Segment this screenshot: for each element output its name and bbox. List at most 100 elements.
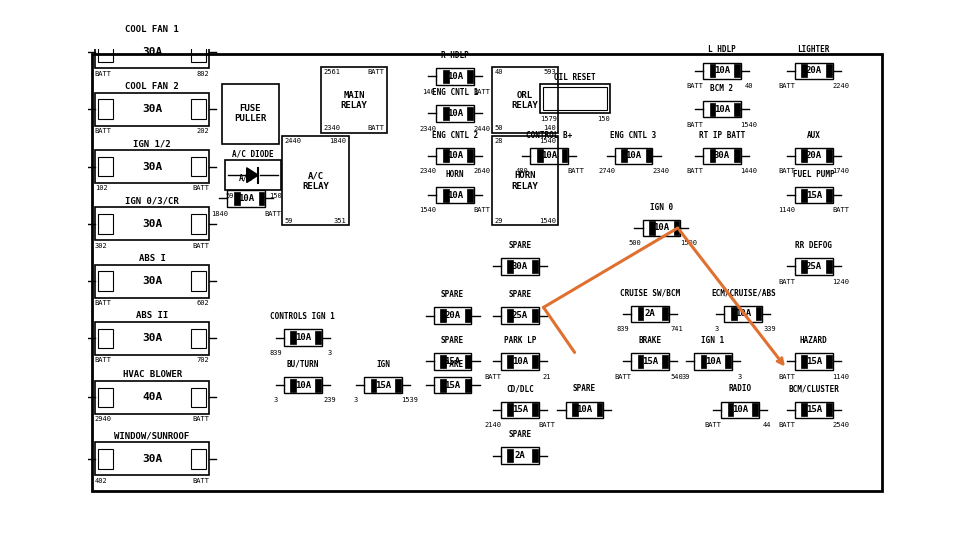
Bar — [443, 150, 448, 163]
Bar — [734, 150, 740, 163]
Text: HAZARD: HAZARD — [800, 336, 828, 345]
Text: BATT: BATT — [778, 83, 795, 89]
Bar — [94, 442, 209, 475]
Text: BCM/CLUSTER: BCM/CLUSTER — [788, 385, 840, 393]
Bar — [443, 107, 448, 120]
Text: CD/DLC: CD/DLC — [506, 385, 534, 393]
Bar — [507, 355, 513, 368]
Text: 40A: 40A — [142, 392, 163, 403]
Text: 500: 500 — [628, 240, 641, 246]
Bar — [731, 307, 736, 320]
Bar — [532, 260, 538, 273]
Text: 702: 702 — [197, 357, 209, 363]
Text: 20A: 20A — [444, 311, 461, 320]
Text: 540: 540 — [670, 374, 684, 380]
Bar — [728, 403, 733, 416]
Bar — [98, 388, 113, 407]
Text: A/C: A/C — [240, 173, 253, 182]
Text: 1540: 1540 — [539, 138, 556, 144]
Text: RR DEFOG: RR DEFOG — [795, 241, 832, 250]
Text: ABS I: ABS I — [138, 254, 166, 263]
Text: RADIO: RADIO — [729, 385, 752, 393]
Text: BATT: BATT — [568, 168, 584, 174]
Text: 10A: 10A — [447, 72, 463, 81]
Bar — [228, 190, 265, 207]
Text: 302: 302 — [94, 243, 107, 249]
Bar — [468, 107, 473, 120]
Bar — [192, 42, 206, 62]
Text: 10A: 10A — [542, 151, 557, 160]
Text: 1540: 1540 — [740, 121, 758, 127]
Bar — [638, 307, 644, 320]
Text: 50: 50 — [495, 125, 503, 131]
Text: 28: 28 — [495, 138, 503, 144]
Bar — [532, 309, 538, 322]
Text: 2540: 2540 — [832, 422, 849, 428]
Text: BATT: BATT — [778, 422, 795, 428]
Bar — [802, 260, 807, 273]
Bar — [98, 214, 113, 234]
Text: A/C DIODE: A/C DIODE — [233, 150, 274, 158]
Text: SPARE: SPARE — [441, 336, 465, 345]
Text: 3: 3 — [274, 398, 278, 404]
Bar — [694, 353, 731, 369]
Bar — [433, 377, 471, 393]
Bar — [507, 309, 513, 322]
Text: BATT: BATT — [193, 243, 209, 249]
Bar — [433, 307, 471, 324]
Bar — [532, 403, 538, 416]
Bar — [597, 403, 603, 416]
Bar — [94, 150, 209, 183]
Bar — [192, 271, 206, 291]
Text: 29: 29 — [495, 218, 503, 224]
Bar — [258, 192, 264, 205]
Bar — [468, 150, 473, 163]
Text: 741: 741 — [670, 326, 684, 332]
Bar — [443, 70, 448, 83]
Bar — [436, 187, 474, 203]
Bar — [566, 401, 603, 418]
Bar — [320, 67, 387, 133]
Bar — [734, 103, 740, 116]
Bar — [98, 271, 113, 291]
Text: 10A: 10A — [447, 109, 463, 118]
Bar — [433, 353, 471, 369]
Bar — [541, 84, 610, 113]
Text: 25A: 25A — [805, 262, 822, 271]
Text: 1540: 1540 — [539, 218, 556, 224]
Text: 150: 150 — [269, 193, 281, 199]
Bar — [222, 84, 279, 144]
Text: 15A: 15A — [375, 381, 392, 390]
Bar — [468, 189, 473, 202]
Bar — [826, 403, 832, 416]
Text: 1440: 1440 — [740, 168, 758, 174]
Bar — [440, 379, 446, 392]
Text: RT IP BATT: RT IP BATT — [699, 131, 745, 139]
Bar — [700, 355, 706, 368]
Text: 39: 39 — [682, 374, 691, 380]
Text: 10A: 10A — [447, 191, 463, 200]
Bar — [192, 449, 206, 469]
Bar — [315, 331, 320, 344]
Bar — [795, 63, 833, 79]
Text: 10A: 10A — [731, 405, 748, 414]
Text: IGN: IGN — [376, 360, 390, 369]
Bar — [192, 329, 206, 348]
Text: SPARE: SPARE — [508, 241, 531, 250]
Text: SPARE: SPARE — [508, 290, 531, 299]
Text: COOL FAN 2: COOL FAN 2 — [126, 82, 179, 91]
Bar — [631, 306, 669, 322]
Text: 150: 150 — [597, 116, 610, 122]
Bar — [282, 136, 349, 226]
Bar — [537, 150, 543, 163]
Bar — [440, 309, 446, 322]
Bar — [802, 403, 807, 416]
Text: 2A: 2A — [645, 310, 656, 318]
Bar — [752, 403, 758, 416]
Bar — [364, 377, 402, 393]
Text: FUEL PUMP: FUEL PUMP — [793, 170, 835, 179]
Text: HORN: HORN — [446, 170, 465, 179]
Bar — [802, 150, 807, 163]
Text: 30A: 30A — [142, 276, 163, 286]
Bar — [826, 260, 832, 273]
